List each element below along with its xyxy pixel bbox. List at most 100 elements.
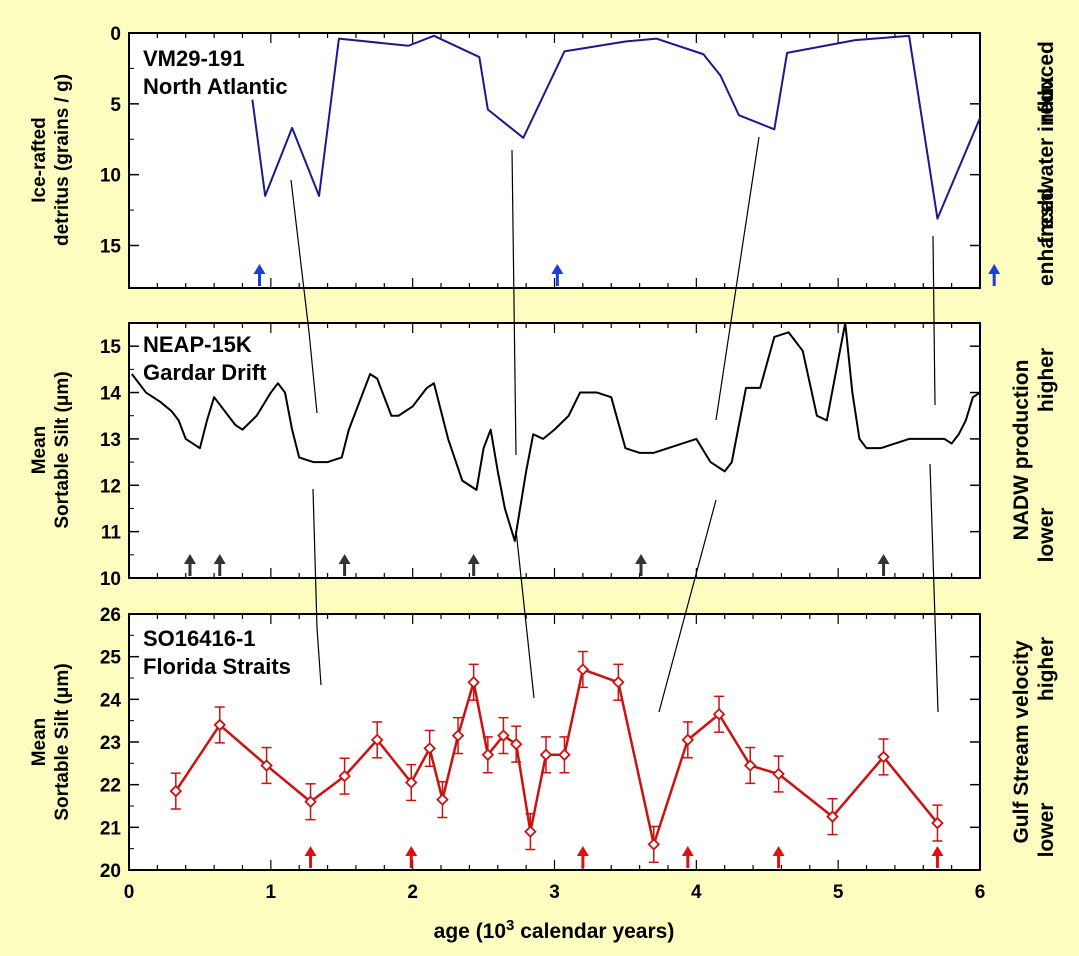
neap-ytick-label: 12 [100, 476, 121, 497]
neap-ylabel-line2: Sortable Silt (μm) [52, 371, 73, 528]
so16416-data-point [509, 737, 523, 751]
neap-age-arrow-head [877, 554, 890, 564]
neap-ytick-label: 11 [101, 523, 122, 544]
so16416-data-point [612, 675, 625, 689]
neap-ylabel-line1: Mean [29, 426, 50, 475]
vm29-right-label-low: enhanced [1035, 188, 1058, 286]
correlation-line [308, 331, 318, 414]
so16416-age-arrow-head [931, 846, 944, 856]
vm29-ylabel-line2: detritus (grains / g) [52, 74, 73, 246]
correlation-line [658, 499, 717, 713]
so16416-ytick-label: 26 [100, 605, 121, 626]
so16416-data-point [423, 742, 436, 755]
so16416-data-point [260, 759, 273, 772]
neap-age-arrow-head [338, 554, 351, 564]
so16416-data-point [467, 675, 480, 689]
vm29-age-arrow-head [253, 264, 266, 274]
correlation-line [715, 136, 760, 421]
correlation-line [316, 627, 322, 686]
vm29-ylabel-line1: Ice-rafted [29, 117, 50, 203]
so16416-data-point [826, 810, 839, 823]
so16416-data-point [576, 663, 590, 676]
so16416-data-point [539, 748, 553, 762]
x-tick-label: 6 [975, 882, 986, 903]
correlation-line [515, 529, 535, 699]
so16416-ytick-label: 24 [100, 690, 122, 711]
so16416-data-point [877, 750, 890, 764]
vm29-marks [128, 32, 981, 288]
so16416-age-arrow-head [681, 846, 694, 856]
vm29-ytick-label: 15 [100, 237, 122, 258]
vm29-right-label: freshwater influx [1035, 76, 1058, 244]
x-axis: 0 1 2 3 4 5 6 [124, 882, 986, 903]
neap-age-arrow-head [635, 554, 648, 564]
so16416-data-point [370, 733, 384, 747]
x-axis-label: age (103 calendar years) [434, 917, 675, 943]
so16416-data-point [481, 748, 495, 762]
x-tick-label: 3 [549, 882, 560, 903]
x-tick-label: 5 [833, 882, 844, 903]
neap-title-line1: NEAP-15K [143, 332, 252, 357]
so16416-right-label-low: lower [1035, 803, 1058, 858]
so16416-age-arrow-head [405, 846, 418, 856]
correlation-line [312, 488, 318, 629]
x-tick-label: 0 [124, 882, 135, 903]
so16416-ytick-label: 22 [100, 776, 121, 797]
neap-ytick-label: 14 [100, 384, 122, 405]
neap-marks [128, 322, 981, 579]
x-axis-label-prefix: age (10 [434, 920, 506, 943]
vm29-age-arrow-head [988, 264, 1001, 274]
so16416-data-point [169, 784, 183, 798]
so16416-age-arrow-head [304, 846, 317, 856]
so16416-ytick-label: 25 [100, 648, 122, 669]
correlation-line [929, 463, 939, 713]
plot-area-vm29 [128, 32, 981, 289]
so16416-right-label: Gulf Stream velocity [1010, 640, 1033, 843]
so16416-data-point [497, 729, 510, 742]
so16416-title-line1: SO16416-1 [143, 626, 256, 651]
so16416-data-point [451, 729, 465, 742]
neap-ytick-label: 10 [100, 569, 121, 590]
correlation-line [932, 235, 936, 406]
panel-neap: NEAP-15K Gardar Drift Mean Sortable Silt… [29, 322, 1058, 579]
so16416-data-point [404, 776, 418, 789]
so16416-data-point [931, 816, 944, 830]
so16416-right-label-high: higher [1035, 637, 1058, 701]
so16416-data-point [436, 793, 449, 806]
neap-age-arrow-head [183, 554, 196, 564]
neap-age-arrow-head [467, 554, 480, 564]
x-axis-label-sup: 3 [506, 917, 514, 934]
vm29-title-line1: VM29-191 [143, 46, 245, 71]
so16416-data-point [338, 769, 351, 783]
neap-ytick-label: 15 [100, 337, 122, 358]
so16416-data-point [712, 707, 726, 721]
vm29-right-label-high: reduced [1035, 41, 1058, 123]
panel-vm29: VM29-191 North Atlantic Ice-rafted detri… [29, 32, 1058, 289]
vm29-ytick-label: 0 [110, 24, 121, 45]
plot-area-so16416 [128, 613, 981, 871]
neap-series-line [131, 322, 981, 542]
so16416-ytick-label: 23 [100, 733, 121, 754]
so16416-data-point [213, 718, 227, 732]
neap-ytick-label: 13 [100, 430, 121, 451]
x-tick-label: 4 [691, 882, 702, 903]
so16416-data-point [647, 838, 661, 851]
x-axis-label-suffix: calendar years) [514, 920, 674, 943]
so16416-age-arrow-head [772, 846, 785, 856]
neap-title-line2: Gardar Drift [143, 360, 267, 385]
so16416-ylabel-line1: Mean [29, 718, 50, 767]
so16416-ytick-label: 21 [100, 818, 122, 839]
vm29-series-line [251, 34, 981, 220]
so16416-age-arrow-head [576, 846, 589, 856]
vm29-ytick-label: 10 [100, 166, 121, 187]
so16416-data-point [558, 748, 571, 762]
correlation-line [511, 149, 517, 456]
x-tick-label: 1 [266, 882, 277, 903]
so16416-ytick-label: 20 [100, 861, 121, 882]
neap-right-label: NADW production [1010, 360, 1033, 541]
plot-area-neap [128, 322, 981, 579]
so16416-data-point [681, 733, 695, 747]
so16416-title-line2: Florida Straits [143, 654, 291, 679]
x-tick-label: 2 [407, 882, 418, 903]
